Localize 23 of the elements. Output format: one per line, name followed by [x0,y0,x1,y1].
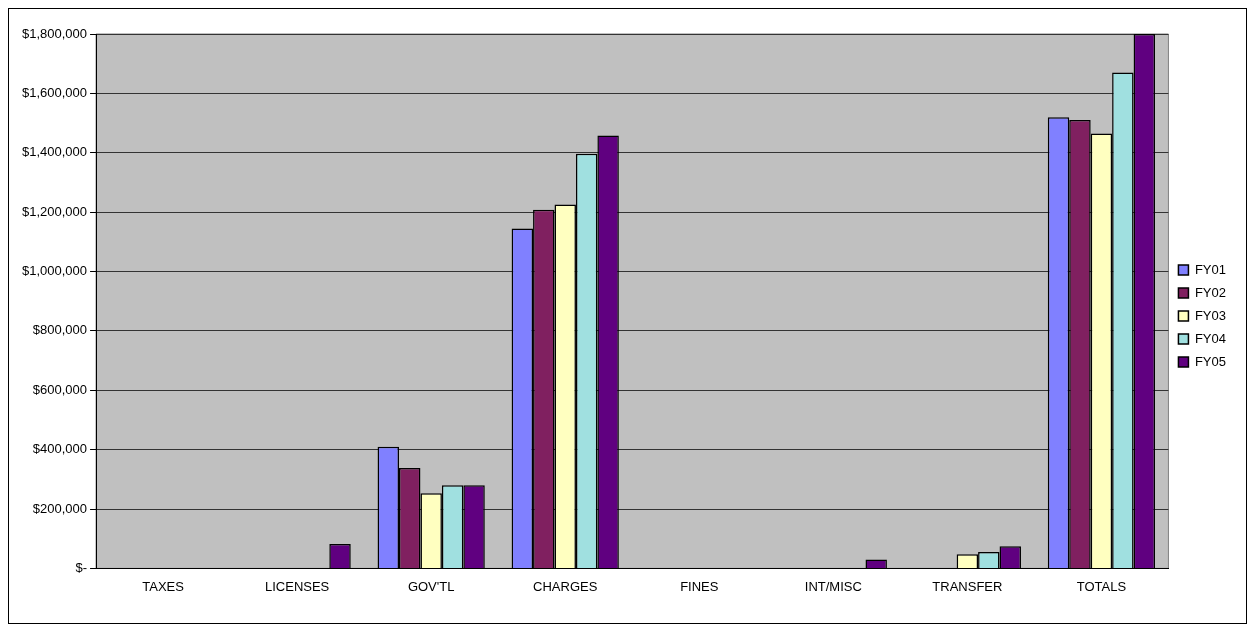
x-tick-label: TRANSFER [932,578,1003,594]
legend-label: FY01 [1194,261,1227,277]
x-tick-label: FINES [680,578,719,594]
y-tick-label: $1,600,000 [21,84,88,100]
y-tick-label: $200,000 [32,500,88,516]
x-tick-label: LICENSES [264,578,330,594]
x-tick-label: TOTALS [1076,578,1127,594]
x-tick-label: INT/MISC [804,578,862,594]
y-tick-label: $600,000 [32,381,88,397]
legend-label: FY03 [1194,307,1227,323]
y-tick-label: $1,400,000 [21,144,88,160]
legend-label: FY05 [1194,353,1227,369]
y-tick-label: $800,000 [32,322,88,338]
y-tick-label: $- [75,559,88,575]
legend-label: FY04 [1194,330,1227,346]
legend-label: FY02 [1194,284,1227,300]
x-tick-label: CHARGES [533,578,598,594]
x-tick-label: TAXES [142,578,185,594]
y-tick-label: $1,800,000 [21,25,88,41]
y-tick-label: $1,200,000 [21,203,88,219]
y-tick-label: $1,000,000 [21,263,88,279]
y-tick-label: $400,000 [32,441,88,457]
x-tick-label: GOV'TL [407,578,455,594]
